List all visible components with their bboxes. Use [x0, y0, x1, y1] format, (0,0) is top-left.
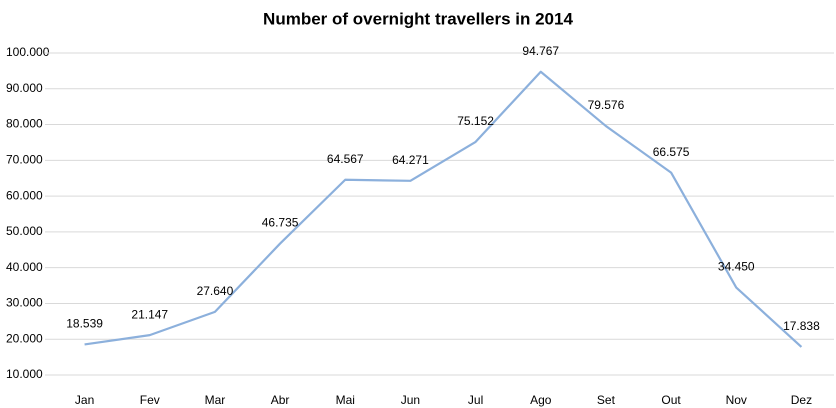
y-tick-label: 10.000 [6, 367, 43, 381]
data-label: 75.152 [457, 114, 494, 128]
x-tick-label: Nov [726, 393, 747, 407]
y-tick-label: 70.000 [6, 153, 43, 167]
x-tick-label: Jul [468, 393, 483, 407]
y-tick-label: 90.000 [6, 81, 43, 95]
data-label: 79.576 [588, 98, 625, 112]
data-label: 64.567 [327, 152, 364, 166]
y-tick-label: 50.000 [6, 224, 43, 238]
chart-title: Number of overnight travellers in 2014 [263, 9, 573, 28]
x-tick-label: Ago [530, 393, 552, 407]
x-tick-label: Mar [205, 393, 226, 407]
y-tick-label: 30.000 [6, 296, 43, 310]
data-label: 27.640 [197, 284, 234, 298]
y-tick-label: 100.000 [6, 45, 50, 59]
data-label: 94.767 [522, 44, 559, 58]
data-label: 34.450 [718, 260, 755, 274]
x-tick-label: Set [597, 393, 616, 407]
x-tick-label: Jun [401, 393, 420, 407]
data-label: 17.838 [783, 319, 820, 333]
x-tick-label: Mai [336, 393, 355, 407]
data-label: 64.271 [392, 153, 429, 167]
x-tick-label: Dez [791, 393, 812, 407]
data-label: 21.147 [131, 307, 168, 321]
y-tick-label: 80.000 [6, 117, 43, 131]
y-tick-label: 40.000 [6, 260, 43, 274]
series-line [84, 70, 803, 348]
x-tick-label: Fev [140, 393, 160, 407]
data-label: 46.735 [262, 216, 299, 230]
data-label: 66.575 [653, 145, 690, 159]
x-tick-label: Jan [75, 393, 94, 407]
y-tick-label: 20.000 [6, 331, 43, 345]
data-label: 18.539 [66, 317, 103, 331]
x-tick-label: Abr [271, 393, 290, 407]
y-tick-label: 60.000 [6, 188, 43, 202]
x-tick-label: Out [661, 393, 681, 407]
